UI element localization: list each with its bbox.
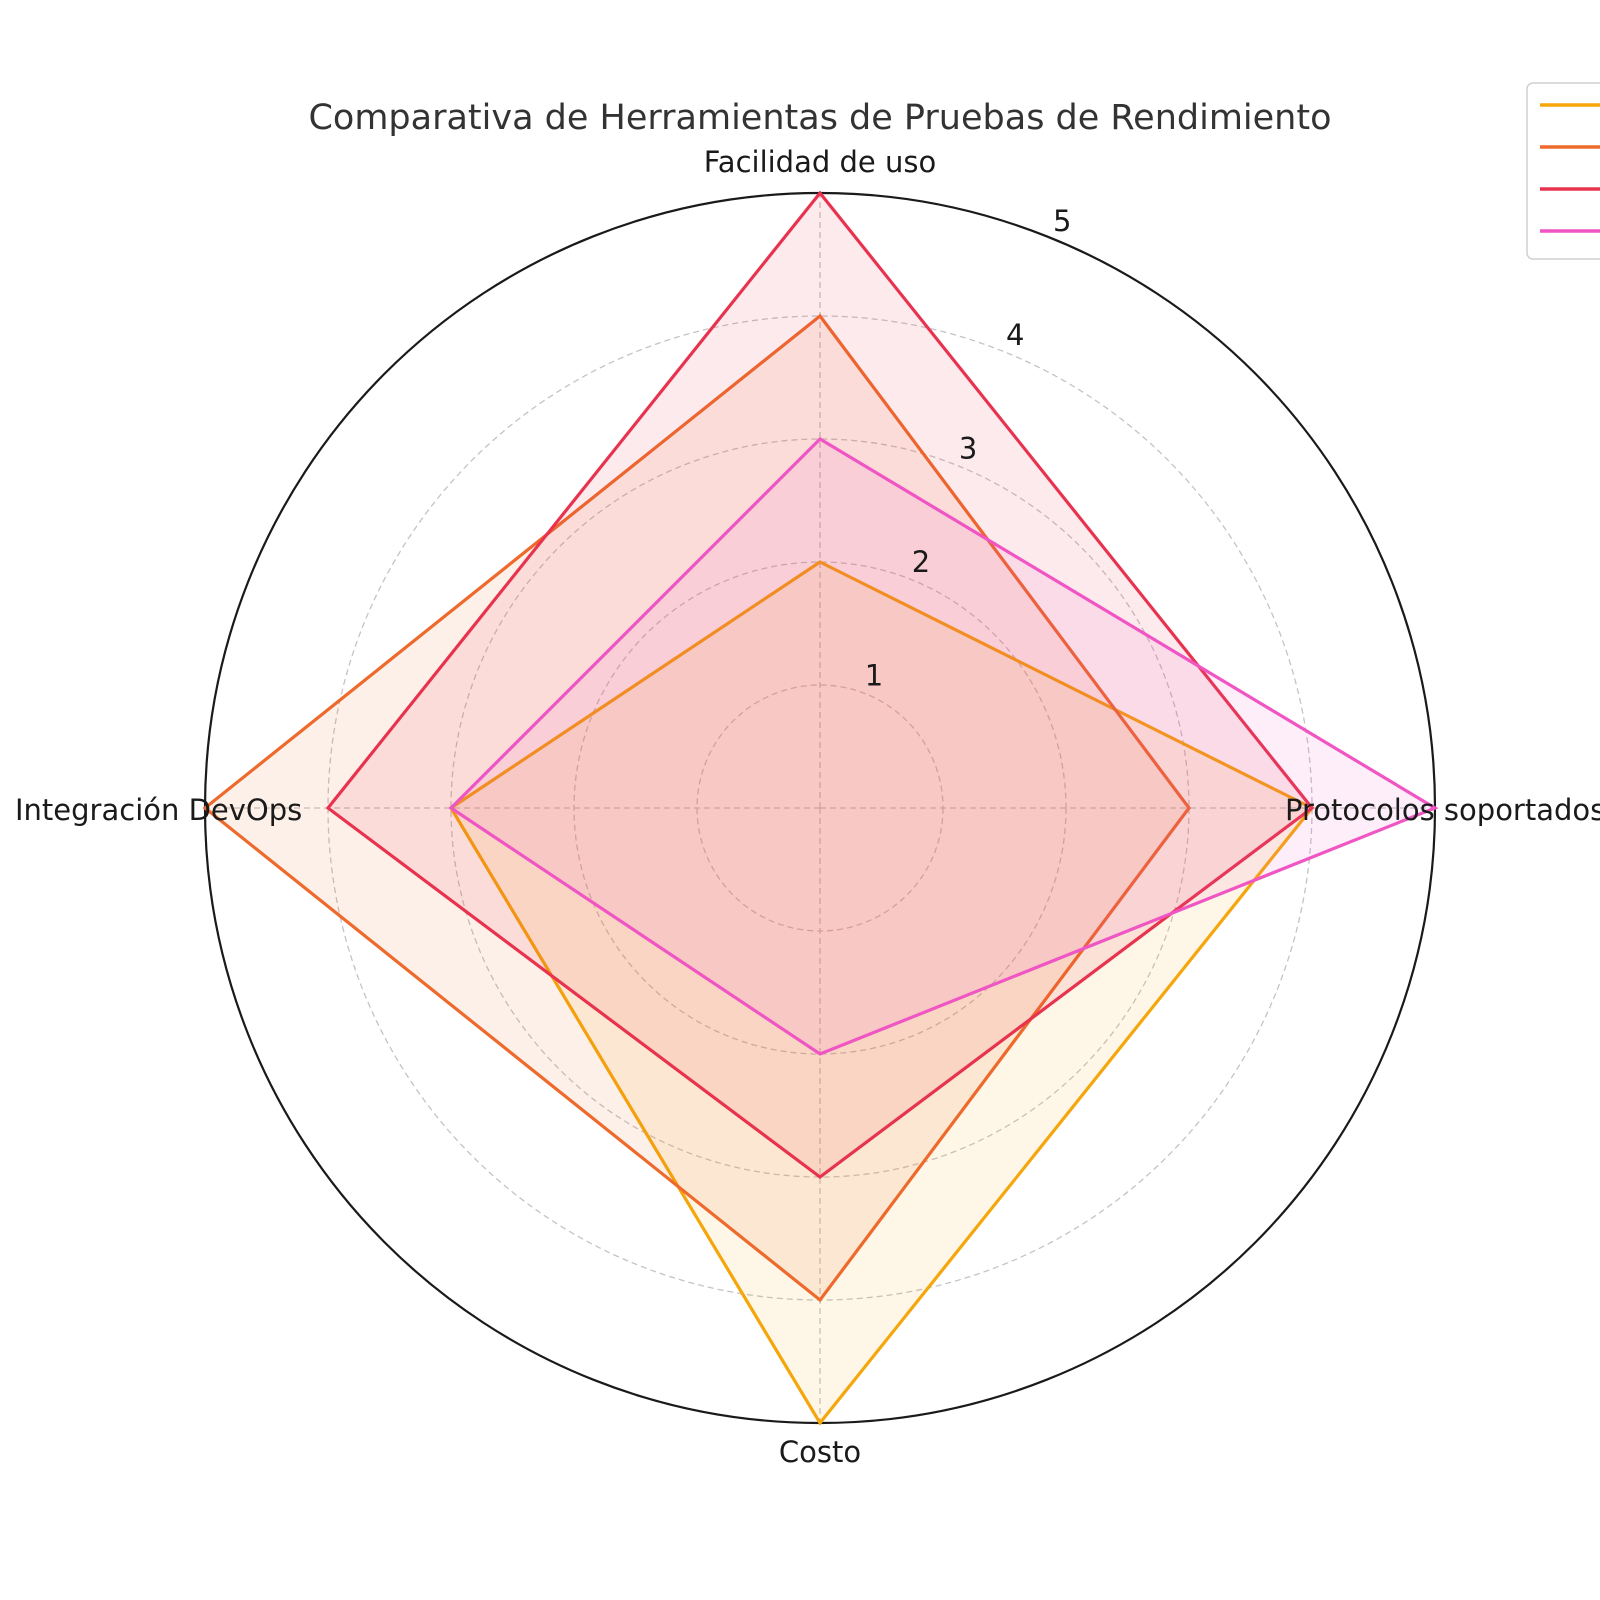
series-area-3: [328, 193, 1312, 1177]
r-tick-label: 4: [1006, 318, 1024, 352]
chart-title: Comparativa de Herramientas de Pruebas d…: [308, 98, 1331, 138]
series-line-2: [202, 313, 1191, 1303]
legend: [1526, 82, 1600, 260]
axis-label: Integración DevOps: [15, 793, 302, 827]
r-tick-label: 5: [1053, 204, 1071, 238]
series-line-3: [325, 190, 1315, 1179]
series-area-4: [451, 439, 1435, 1054]
series-line-1: [448, 560, 1315, 1426]
axis-label: Protocolos soportados: [1285, 793, 1600, 827]
legend-box: [1526, 82, 1600, 260]
label-layer: 1 2 3 4 5 Facilidad de uso Protocolos soportad…: [15, 145, 1600, 1469]
axis-label: Costo: [779, 1435, 861, 1469]
series-layer: [202, 190, 1439, 1426]
r-tick-label: 3: [959, 432, 977, 466]
series-area-1: [451, 562, 1312, 1423]
r-tick-label: 2: [912, 545, 930, 579]
series-area-2: [205, 316, 1189, 1300]
r-tick-label: 1: [865, 659, 883, 693]
axis-label: Facilidad de uso: [704, 145, 936, 179]
series-line-4: [448, 436, 1439, 1056]
